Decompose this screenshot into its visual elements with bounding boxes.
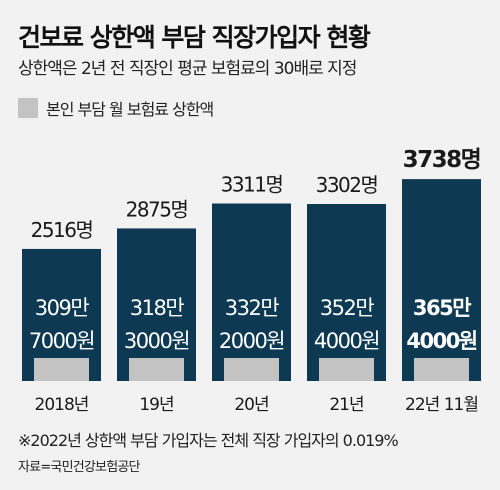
premium-label: 352만	[320, 296, 375, 320]
premium-label: 4000원	[314, 329, 379, 353]
premium-label: 332만	[225, 296, 280, 320]
premium-label: 365만	[413, 296, 471, 320]
bar	[212, 203, 291, 381]
category-label: 22년 11월	[405, 395, 478, 415]
premium-label: 309만	[35, 296, 90, 320]
category-label: 21년	[329, 395, 363, 415]
category-label: 19년	[139, 395, 173, 415]
category-label: 2018년	[35, 395, 89, 415]
premium-bar	[414, 358, 469, 381]
legend-swatch	[18, 98, 38, 118]
chart-title: 건보료 상한액 부담 직장가입자 현황	[18, 23, 371, 52]
bar	[307, 204, 386, 381]
count-label: 3738명	[403, 147, 481, 173]
bar	[117, 228, 196, 381]
legend-label: 본인 부담 월 보험료 상한액	[46, 100, 214, 119]
premium-bar	[34, 358, 89, 381]
premium-bar	[319, 358, 374, 381]
premium-label: 3000원	[124, 329, 189, 353]
count-label: 3302명	[316, 173, 378, 197]
premium-label: 4000원	[406, 329, 476, 353]
count-label: 2875명	[126, 197, 188, 221]
premium-label: 318만	[130, 296, 185, 320]
count-label: 2516명	[31, 218, 93, 242]
category-label: 20년	[234, 395, 268, 415]
legend: 본인 부담 월 보험료 상한액	[18, 96, 214, 120]
count-label: 3311명	[221, 173, 283, 197]
footnote: ※2022년 상한액 부담 가입자는 전체 직장 가입자의 0.019%	[18, 431, 399, 450]
premium-bar	[224, 358, 279, 381]
premium-label: 7000원	[29, 329, 94, 353]
chart-subtitle: 상한액은 2년 전 직장인 평균 보험료의 30배로 지정	[18, 59, 357, 79]
bar	[402, 179, 481, 381]
source-credit: 자료=국민건강보험공단	[18, 460, 141, 475]
premium-bar	[129, 358, 184, 381]
premium-label: 2000원	[219, 329, 284, 353]
